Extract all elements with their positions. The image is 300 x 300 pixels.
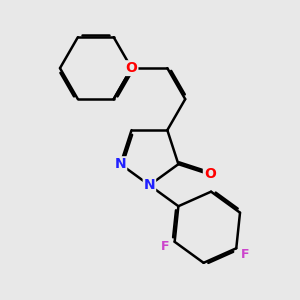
Text: O: O (126, 61, 137, 75)
Text: F: F (160, 240, 169, 253)
Text: O: O (204, 167, 216, 181)
Text: N: N (115, 157, 126, 171)
Text: F: F (241, 248, 249, 261)
Text: N: N (144, 178, 155, 192)
